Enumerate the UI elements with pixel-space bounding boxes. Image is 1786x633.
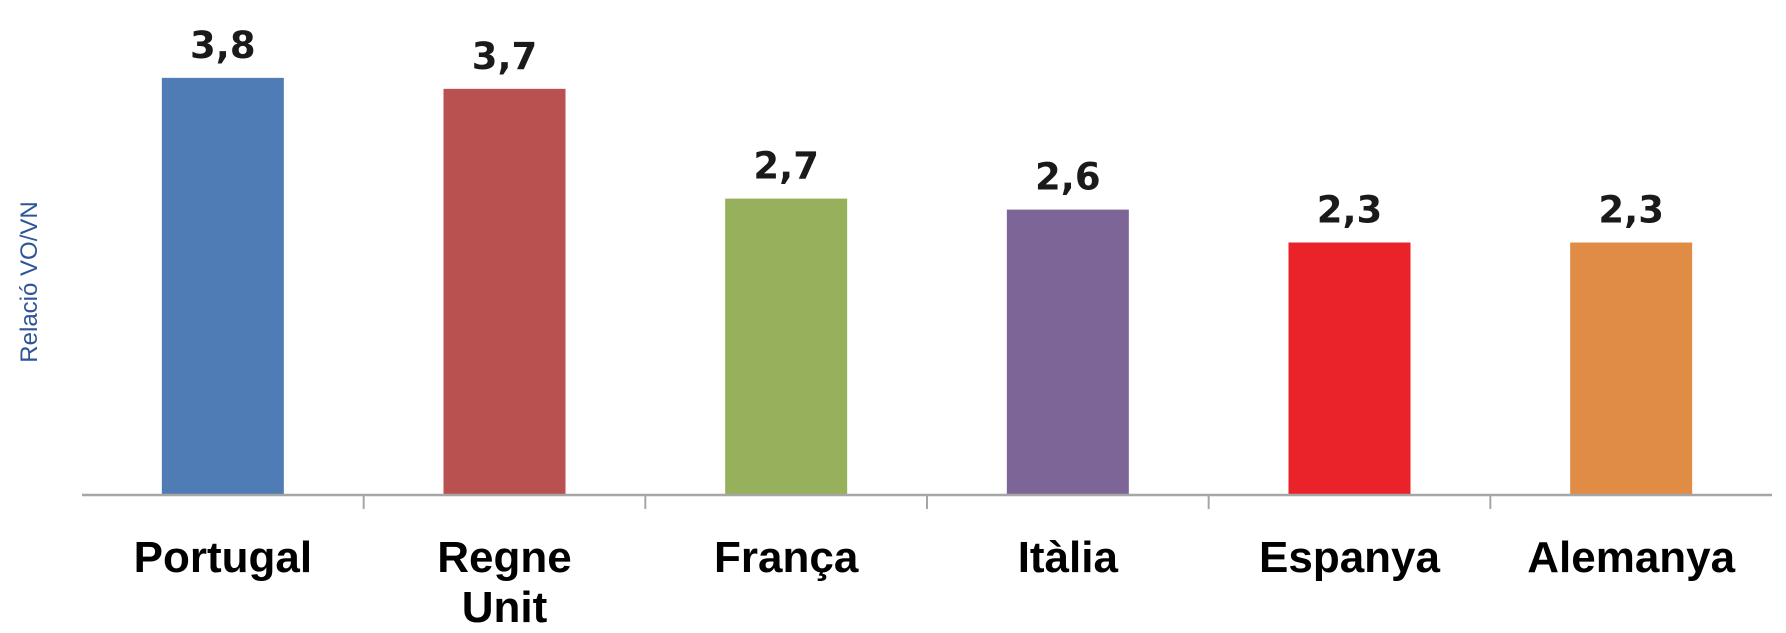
y-axis-label: Relació VO/VN: [16, 201, 43, 362]
category-label-alemanya: Alemanya: [1527, 533, 1735, 582]
bar-portugal: [161, 77, 284, 495]
value-label-alemanya: 2,3: [1598, 189, 1664, 232]
value-label-espanya: 2,3: [1317, 189, 1383, 232]
bar-franca: [725, 198, 848, 495]
value-label-regne-unit: 3,7: [472, 35, 538, 78]
value-label-portugal: 3,8: [190, 24, 256, 67]
value-label-franca: 2,7: [753, 145, 819, 188]
value-label-italia: 2,6: [1035, 156, 1101, 199]
category-label-espanya: Espanya: [1259, 533, 1441, 582]
value-labels-group: 3,8 3,7 2,7 2,6 2,3 2,3: [190, 24, 1664, 232]
category-label-franca: França: [714, 533, 859, 582]
bar-italia: [1006, 209, 1129, 495]
category-label-regne-unit: Regne Unit: [437, 533, 571, 632]
bar-espanya: [1288, 242, 1411, 495]
bar-alemanya: [1570, 242, 1693, 495]
category-labels-group: Portugal Regne Unit França Itàlia Espanya Alem…: [134, 533, 1736, 632]
x-axis-ticks: [362, 495, 1492, 509]
bars-group: [161, 77, 1693, 495]
bar-regne-unit: [443, 88, 566, 495]
category-label-italia: Itàlia: [1018, 533, 1119, 582]
category-label-portugal: Portugal: [134, 533, 312, 582]
